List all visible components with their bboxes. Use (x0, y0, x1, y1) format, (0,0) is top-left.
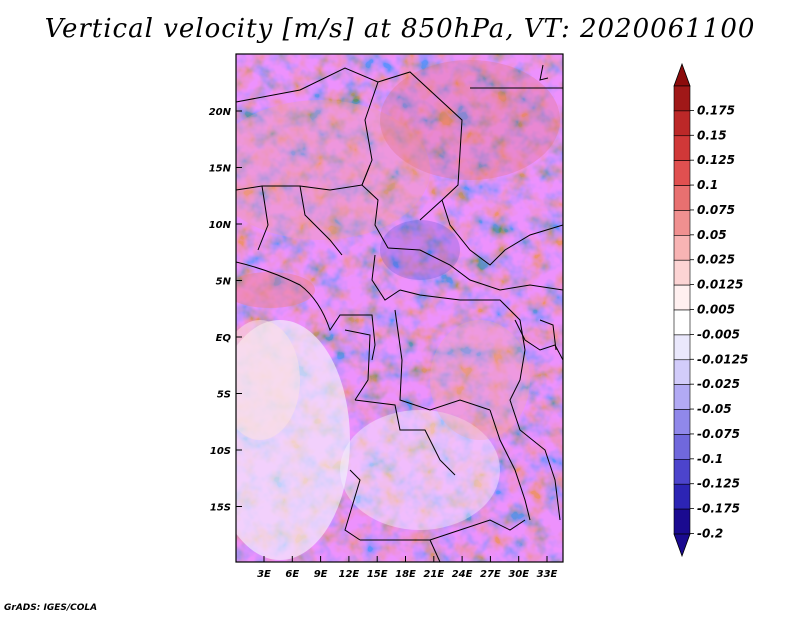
colorbar-label: 0.0125 (697, 278, 743, 292)
lon-tick-label: 33E (537, 569, 558, 580)
colorbar-label: -0.125 (697, 477, 740, 491)
longitude-axis: 3E 6E 9E 12E 15E 18E 21E 24E 27E 30E 33E (257, 556, 558, 580)
lat-tick-label: 15S (210, 503, 231, 514)
lon-tick-label: 21E (423, 569, 444, 580)
colorbar-top-arrow (673, 62, 691, 87)
colorbar-bottom-arrow (673, 533, 691, 558)
colorbar-label: -0.1 (697, 452, 723, 466)
colorbar-swatch (673, 235, 691, 261)
lat-tick-label: 5N (216, 277, 232, 288)
colorbar-label: 0.05 (697, 228, 727, 242)
map-frame (235, 53, 564, 563)
lat-tick-label: 10N (209, 220, 232, 231)
colorbar-swatch (673, 459, 691, 485)
lat-tick-label: 5S (217, 390, 231, 401)
colorbar-swatch (673, 210, 691, 236)
colorbar-label: -0.025 (697, 377, 740, 391)
colorbar-label: 0.025 (697, 253, 735, 267)
colorbar-label: -0.175 (697, 502, 740, 516)
lon-tick-label: 24E (452, 569, 473, 580)
colorbar-swatch (673, 284, 691, 311)
colorbar-label: 0.175 (697, 103, 735, 117)
colorbar-swatch (673, 185, 691, 211)
colorbar-label: 0.005 (697, 303, 735, 317)
lat-tick-label: EQ (216, 333, 232, 344)
lon-tick-label: 27E (480, 569, 501, 580)
colorbar-label: 0.15 (697, 128, 727, 142)
colorbar-swatch (673, 334, 691, 361)
colorbar-swatch (673, 508, 691, 535)
colorbar-label: -0.2 (697, 527, 723, 541)
colorbar: 0.175 0.15 0.125 0.1 0.075 0.05 0.025 0.0125 0.0… (673, 62, 748, 558)
political-boundaries (236, 64, 563, 562)
colorbar-label: -0.075 (697, 427, 740, 441)
colorbar-label: 0.075 (697, 203, 735, 217)
map-title: Vertical velocity [m/s] at 850hPa, VT: 2… (44, 14, 756, 44)
lat-tick-label: 15N (209, 164, 232, 175)
latitude-axis: 20N 15N 10N 5N EQ 5S 10S 15S (209, 107, 242, 514)
colorbar-swatch (673, 359, 691, 385)
colorbar-label: 0.125 (697, 153, 735, 167)
colorbar-swatch (673, 160, 691, 186)
grads-credit: GrADS: IGES/COLA (4, 603, 98, 613)
lon-tick-label: 30E (508, 569, 529, 580)
colorbar-label: -0.005 (697, 327, 740, 341)
colorbar-swatch (673, 259, 691, 286)
colorbar-swatch (673, 85, 691, 112)
lon-tick-label: 12E (339, 569, 360, 580)
lon-tick-label: 3E (257, 569, 271, 580)
colorbar-label: 0.1 (697, 178, 718, 192)
lat-tick-label: 10S (210, 446, 231, 457)
colorbar-label: -0.0125 (697, 352, 748, 366)
lon-tick-label: 9E (314, 569, 328, 580)
vertical-velocity-field (236, 54, 563, 562)
lon-tick-label: 18E (395, 569, 416, 580)
colorbar-label: -0.05 (697, 402, 732, 416)
colorbar-swatch (673, 409, 691, 435)
lon-tick-label: 6E (285, 569, 299, 580)
lon-tick-label: 15E (367, 569, 388, 580)
colorbar-swatch (673, 309, 691, 336)
lat-tick-label: 20N (209, 107, 232, 118)
colorbar-swatch (673, 384, 691, 410)
colorbar-swatch (673, 110, 691, 137)
colorbar-swatch (673, 434, 691, 460)
colorbar-swatch (673, 483, 691, 510)
colorbar-swatch (673, 135, 691, 161)
